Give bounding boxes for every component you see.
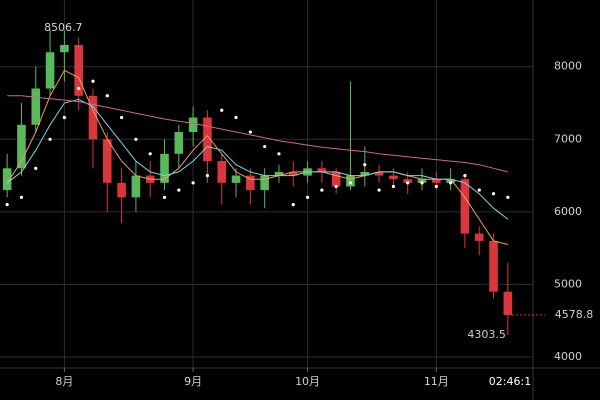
candle-body — [403, 179, 412, 183]
candle-body — [131, 175, 141, 198]
candle-body — [88, 95, 98, 140]
countdown-label: 02:46:1 — [489, 375, 531, 388]
moving-average-line — [6, 69, 508, 245]
sar-dot — [377, 188, 381, 192]
x-tick-label: 10月 — [295, 375, 320, 388]
sar-dot — [434, 184, 438, 189]
sar-dot — [177, 188, 181, 192]
candle-body — [160, 153, 169, 183]
candle-body — [260, 175, 269, 191]
moving-average-line — [7, 95, 508, 173]
sar-dot — [191, 181, 195, 185]
sar-dot — [477, 188, 481, 192]
sar-dot — [77, 86, 81, 91]
x-tick-label: 11月 — [424, 375, 449, 388]
candle-body — [346, 175, 355, 187]
y-tick-label: 7000 — [554, 132, 582, 145]
sar-dot — [320, 188, 324, 192]
candle-body — [217, 161, 227, 183]
candle-body — [417, 179, 427, 183]
sar-dot — [119, 115, 124, 120]
candle-body — [174, 132, 184, 154]
candle-body — [31, 88, 41, 125]
candle-body — [74, 44, 83, 96]
candle-body — [2, 168, 12, 191]
candle-body — [389, 175, 398, 180]
sar-dot — [305, 195, 310, 199]
y-tick-label: 8000 — [554, 60, 582, 73]
sar-dot — [291, 202, 295, 207]
sar-dot — [248, 130, 252, 134]
sar-dot — [491, 192, 496, 196]
moving-average-line — [6, 98, 509, 220]
candle-body — [203, 117, 212, 162]
x-tick-label: 9月 — [184, 375, 202, 388]
sar-dot — [348, 181, 353, 185]
sar-dot — [406, 181, 410, 185]
candle-body — [489, 240, 498, 292]
candle-body — [231, 175, 241, 183]
sar-dot — [449, 181, 453, 185]
sar-dot — [220, 108, 224, 112]
y-tick-label: 4000 — [554, 350, 582, 363]
sar-dot — [62, 115, 66, 120]
candle-body — [45, 52, 55, 89]
candle-body — [503, 291, 513, 315]
sar-dot — [91, 79, 95, 83]
sar-dot — [363, 163, 367, 167]
sar-dot — [420, 181, 424, 185]
sar-dot — [263, 144, 267, 149]
candle-body — [274, 171, 284, 176]
sar-dot — [205, 173, 210, 178]
candle-body — [331, 171, 341, 187]
sar-dot — [234, 115, 238, 120]
sar-dot — [134, 137, 138, 141]
sar-dot — [506, 195, 510, 199]
sar-dot — [34, 166, 38, 170]
max-label: 8506.7 — [44, 21, 83, 34]
candle-body — [103, 139, 112, 183]
x-tick-label: 8月 — [55, 375, 73, 388]
candle-body — [288, 171, 298, 176]
candle-body — [432, 179, 441, 183]
sar-dot — [48, 137, 52, 141]
current-price-label: 4578.8 — [555, 308, 594, 321]
min-label: 4303.5 — [467, 328, 506, 341]
y-tick-label: 5000 — [554, 277, 582, 290]
candle-body — [360, 171, 370, 176]
y-tick-label: 6000 — [554, 205, 582, 218]
candle-body — [60, 44, 69, 53]
sar-dot — [5, 202, 9, 207]
sar-dot — [334, 184, 338, 189]
sar-dot — [463, 173, 467, 178]
sar-dot — [105, 94, 109, 98]
candle-body — [17, 124, 26, 169]
sar-dot — [148, 152, 152, 156]
candle-body — [374, 171, 384, 176]
sar-dot — [391, 184, 396, 189]
sar-dot — [162, 195, 167, 199]
sar-dot — [19, 195, 24, 199]
sar-dot — [277, 152, 281, 156]
candle-body — [446, 179, 455, 183]
candle-body — [317, 168, 327, 172]
candle-body — [474, 233, 484, 241]
candle-body — [117, 182, 126, 198]
candle-body — [460, 179, 470, 234]
candle-body — [188, 117, 198, 133]
candle-body — [246, 175, 255, 191]
